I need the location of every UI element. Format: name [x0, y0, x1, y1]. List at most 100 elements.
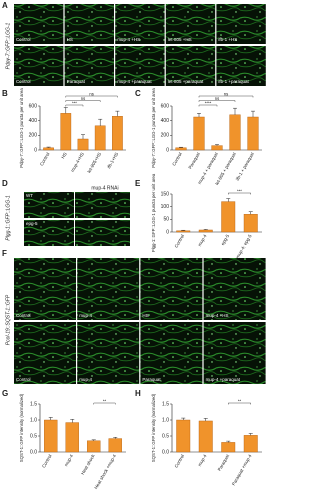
bar	[221, 201, 236, 233]
bar	[60, 113, 72, 151]
y-axis-title: SQST-1::GFP intensity (normalized)	[151, 393, 156, 462]
y-tick-label: 100	[161, 204, 170, 210]
x-tick-label: Control	[171, 152, 183, 167]
bar	[43, 147, 54, 151]
micrograph	[14, 46, 64, 86]
bar	[229, 114, 241, 151]
y-axis-title: Plgg-1::GFP::LGG-1 puncta per unit area	[151, 173, 156, 252]
y-tick-label: 0.5	[30, 433, 37, 439]
y-tick-label: 600	[29, 103, 38, 109]
x-tick-label: mup-4	[63, 453, 74, 467]
image-label: Paraquat	[67, 79, 86, 84]
x-tick-label: Control	[174, 234, 186, 249]
micrograph	[77, 322, 140, 384]
image-label: let-805 +HS	[168, 37, 192, 42]
y-tick-label: 0	[166, 147, 169, 153]
image-label: HS	[142, 313, 148, 318]
bar	[77, 138, 89, 151]
error-bar	[248, 211, 253, 215]
x-tick-label: HS	[60, 152, 67, 160]
micrograph	[203, 322, 266, 384]
micrograph	[64, 4, 114, 44]
x-tick-label: Paraquat	[187, 151, 201, 170]
micrograph	[75, 192, 130, 218]
x-tick-label: Control	[39, 152, 51, 167]
image-label: Paraquat	[142, 377, 161, 382]
y-tick-label: 0.5	[162, 433, 169, 439]
panel-letter: H	[135, 389, 141, 398]
bar	[44, 419, 58, 453]
column-header: mup-4 RNAi	[91, 185, 118, 191]
image-label: Control	[16, 313, 31, 318]
error-bar	[248, 433, 253, 436]
y-tick-label: 1.0	[162, 417, 169, 423]
bar	[94, 125, 106, 151]
image-label: Control	[16, 37, 31, 42]
significance-label: ns	[224, 92, 228, 97]
x-tick-label: mup-4+HS	[70, 152, 85, 173]
significance-label: ns	[89, 92, 93, 97]
panel-letter: C	[135, 89, 141, 98]
panel-letter: G	[2, 389, 8, 398]
image-label: mup-4 +paraquat	[117, 79, 152, 84]
image-label: mup-4 +paraquat	[206, 377, 241, 382]
bar	[243, 214, 258, 233]
bar	[175, 147, 187, 151]
y-tick-label: 1.0	[30, 417, 37, 423]
error-bar	[48, 417, 53, 420]
image-label: mup-4 +HS	[117, 37, 140, 42]
y-tick-label: 0.0	[30, 449, 37, 455]
bar	[198, 420, 213, 453]
x-tick-label: Heat shock +mup-4	[93, 453, 117, 490]
significance-label: ***	[72, 101, 77, 106]
image-label: ifb-1 +HS	[218, 37, 237, 42]
error-bar	[115, 110, 120, 117]
error-bar	[179, 146, 183, 148]
image-label: mup-4 +HS	[206, 313, 229, 318]
error-bar	[81, 134, 85, 139]
x-tick-label: mup-4	[197, 453, 208, 467]
y-tick-label: 600	[161, 103, 170, 109]
micrograph	[216, 46, 266, 86]
image-label: Control	[16, 377, 31, 382]
x-tick-label: mup-4; epg-5	[235, 233, 253, 259]
y-tick-label: 1.5	[162, 401, 169, 407]
x-tick-label: ifb-1 + paraquat	[235, 151, 256, 182]
significance-label: **	[103, 399, 107, 404]
image-label: HS	[67, 37, 73, 42]
error-bar	[181, 229, 186, 231]
error-bar	[226, 440, 231, 443]
y-tick-label: 50	[163, 217, 169, 223]
micrograph	[115, 46, 165, 86]
significance-bracket	[65, 100, 101, 102]
bar	[247, 116, 259, 151]
micrograph	[77, 258, 140, 320]
side-label: Pdpy-7::GFP::LGG-1	[5, 22, 11, 69]
error-bar	[181, 417, 186, 420]
bar	[176, 419, 191, 453]
micrograph	[115, 4, 165, 44]
image-label: Control	[16, 79, 31, 84]
error-bar	[197, 113, 201, 117]
error-bar	[70, 419, 75, 423]
image-label: ifb-1 +paraquat	[218, 79, 249, 84]
error-bar	[251, 110, 255, 117]
row-label: WT	[26, 193, 33, 198]
micrograph	[165, 46, 216, 86]
error-bar	[91, 439, 96, 441]
bar	[87, 440, 101, 453]
x-tick-label: Heat shock	[80, 453, 96, 476]
micrograph	[14, 322, 76, 384]
row-label: epg-5	[26, 221, 38, 226]
bar	[193, 116, 205, 151]
micrograph	[216, 4, 266, 44]
x-tick-label: epg-5	[220, 233, 230, 246]
error-bar	[203, 418, 208, 421]
x-tick-label: mup-4	[197, 233, 208, 247]
panel-letter: F	[2, 249, 7, 258]
y-tick-label: 200	[29, 133, 38, 139]
bar	[211, 145, 223, 151]
x-tick-label: let-805+HS	[86, 152, 102, 174]
x-tick-label: let-805 + paraquat	[214, 151, 237, 186]
